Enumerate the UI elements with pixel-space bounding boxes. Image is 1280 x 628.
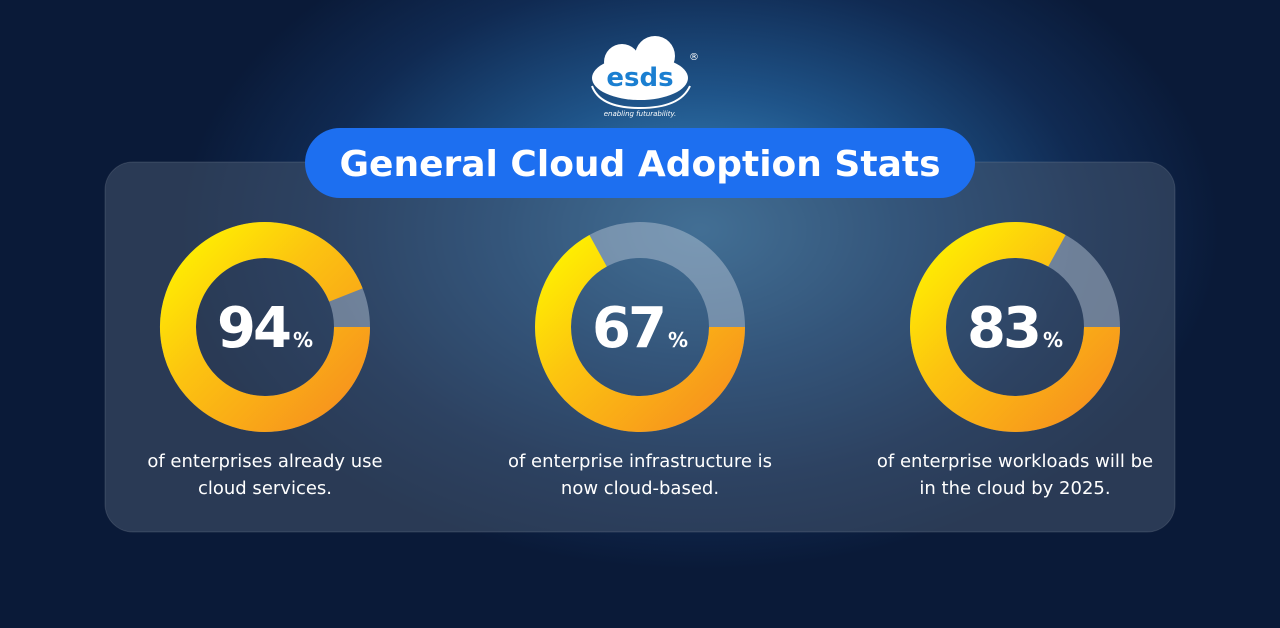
value-number: 83 [967,296,1039,361]
caption: of enterprise workloads will be in the c… [876,451,1154,499]
donut-arc [535,235,745,432]
title: General Cloud Adoption Stats [340,144,941,185]
value-number: 94 [217,296,290,361]
logo: esds ® enabling futurability. [591,36,699,118]
donut-value: 67% [592,296,688,361]
donut-value: 94% [217,296,313,361]
logo-tagline: enabling futurability. [604,110,677,118]
value-unit: % [1043,328,1063,352]
donut-value: 83% [967,296,1063,361]
caption: of enterprises already use cloud service… [147,451,383,499]
logo-name: esds [606,63,673,93]
title-pill [305,128,975,198]
logo-registered: ® [689,52,699,63]
value-unit: % [668,328,688,352]
value-unit: % [293,328,313,352]
donut-arc [910,222,1120,432]
caption: of enterprise infrastructure is now clou… [507,451,773,499]
donut-arc [160,222,370,432]
value-number: 67 [592,296,664,361]
